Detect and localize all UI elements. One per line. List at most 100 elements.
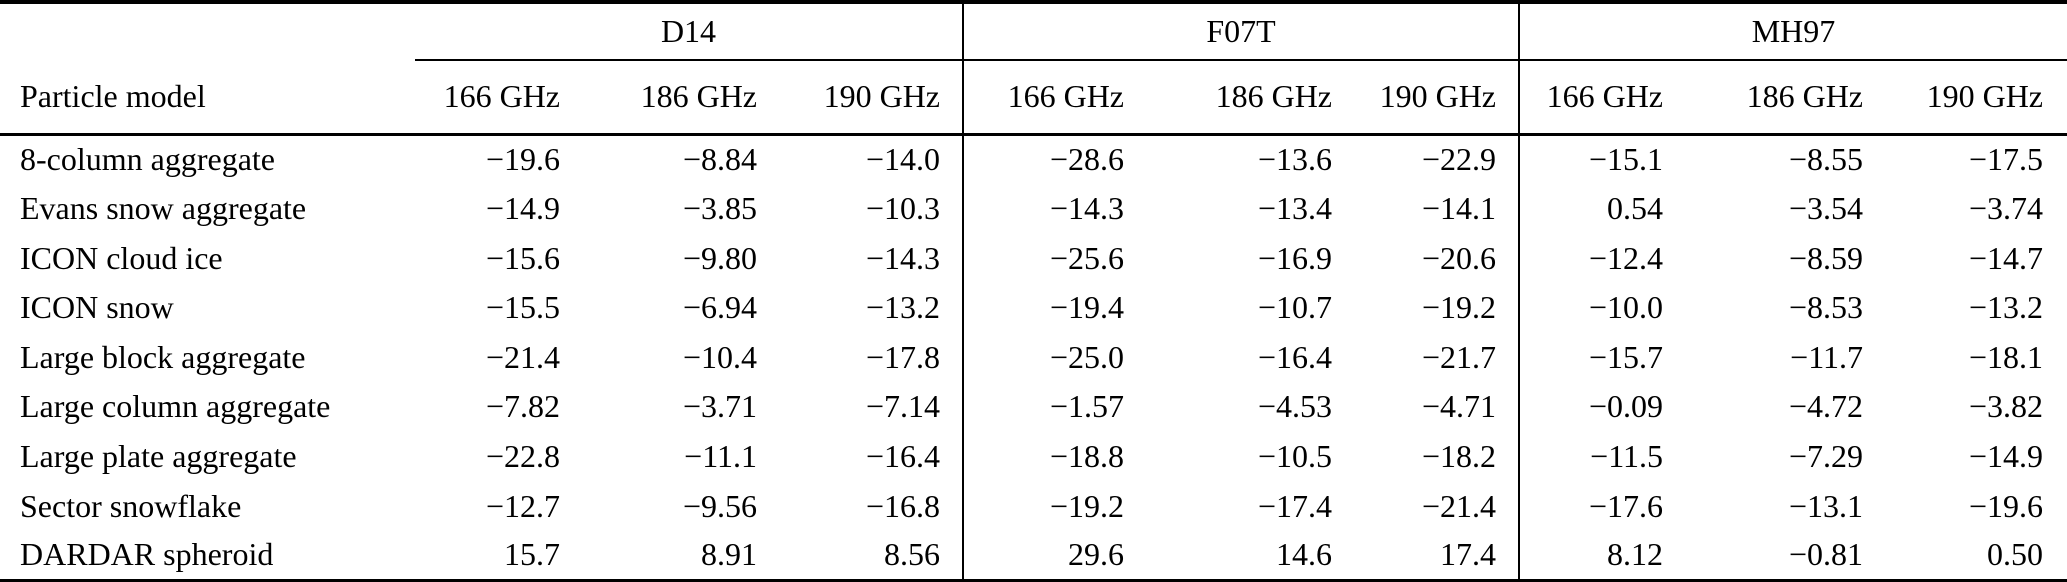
value-cell: 29.6 (962, 530, 1124, 581)
value-cell: −18.2 (1421, 437, 1496, 474)
value-cell: −4.71 (1421, 388, 1496, 425)
particle-model-header: Particle model (0, 60, 415, 136)
value-cell: −17.4 (1257, 487, 1332, 524)
value-cell: −13.6 (1257, 141, 1332, 178)
value-cell: −4.72 (1788, 388, 1863, 425)
model-cell: ICON snow (20, 289, 174, 326)
value-cell: −25.0 (962, 332, 1124, 383)
value-cell: −8.59 (1788, 239, 1863, 276)
value-cell: −12.7 (485, 487, 560, 524)
table-row: Sector snowflake −12.7 −9.56 −16.8 −19.2… (0, 481, 2067, 531)
value-cell: −16.4 (865, 437, 940, 474)
table-row: ICON cloud ice −15.6 −9.80 −14.3 −25.6 −… (0, 233, 2067, 283)
value-cell: −19.2 (1421, 289, 1496, 326)
value-cell: −16.4 (1257, 338, 1332, 375)
value-cell: −3.71 (682, 388, 757, 425)
value-cell: −14.9 (1968, 437, 2043, 474)
value-cell: −19.2 (962, 481, 1124, 531)
table-row: Evans snow aggregate −14.9 −3.85 −10.3 −… (0, 183, 2067, 234)
value-cell: −15.1 (1518, 134, 1663, 184)
value-cell: 14.6 (1276, 536, 1332, 573)
table-row: Large column aggregate −7.82 −3.71 −7.14… (0, 382, 2067, 432)
value-cell: −21.4 (485, 338, 560, 375)
table-row: 8-column aggregate −19.6 −8.84 −14.0 −28… (0, 134, 2067, 184)
value-cell: −3.74 (1968, 189, 2043, 226)
value-cell: −18.1 (1968, 338, 2043, 375)
value-cell: −10.0 (1518, 282, 1663, 333)
value-cell: −13.2 (865, 289, 940, 326)
blank-corner-cell (0, 2, 415, 60)
value-cell: −8.55 (1788, 141, 1863, 178)
model-cell: Large column aggregate (20, 388, 331, 425)
value-cell: −7.82 (485, 388, 560, 425)
model-cell: 8-column aggregate (20, 141, 275, 178)
value-cell: −28.6 (962, 134, 1124, 184)
value-cell: −11.5 (1518, 431, 1663, 482)
table-row: DARDAR spheroid 15.7 8.91 8.56 29.6 14.6… (0, 530, 2067, 581)
freq-header-mh97-166: 166 GHz (1518, 60, 1663, 136)
value-cell: −1.57 (962, 382, 1124, 432)
model-cell: ICON cloud ice (20, 239, 223, 276)
value-cell: −15.7 (1518, 332, 1663, 383)
value-cell: −22.8 (485, 437, 560, 474)
value-cell: −15.5 (485, 289, 560, 326)
value-cell: −10.7 (1257, 289, 1332, 326)
value-cell: −8.84 (682, 141, 757, 178)
value-cell: −3.82 (1968, 388, 2043, 425)
freq-header-f07t-166: 166 GHz (962, 60, 1124, 136)
value-cell: −9.56 (682, 487, 757, 524)
freq-header-mh97-186: 186 GHz (1663, 60, 1863, 136)
freq-header-f07t-186: 186 GHz (1124, 60, 1332, 136)
value-cell: −19.4 (962, 282, 1124, 333)
value-cell: −12.4 (1518, 233, 1663, 283)
value-cell: −14.3 (962, 183, 1124, 234)
value-cell: −11.7 (1790, 338, 1863, 375)
table-row: ICON snow −15.5 −6.94 −13.2 −19.4 −10.7 … (0, 282, 2067, 333)
value-cell: −17.6 (1518, 481, 1663, 531)
value-cell: −13.2 (1968, 289, 2043, 326)
freq-header-d14-186: 186 GHz (560, 60, 757, 136)
value-cell: −13.4 (1257, 189, 1332, 226)
value-cell: −17.5 (1968, 141, 2043, 178)
value-cell: −16.8 (865, 487, 940, 524)
value-cell: 8.12 (1518, 530, 1663, 581)
value-cell: −20.6 (1421, 239, 1496, 276)
group-header-f07t: F07T (962, 2, 1519, 61)
value-cell: −21.7 (1421, 338, 1496, 375)
value-cell: −3.85 (682, 189, 757, 226)
value-cell: −3.54 (1788, 189, 1863, 226)
value-cell: −0.09 (1518, 382, 1663, 432)
table-row: Large block aggregate −21.4 −10.4 −17.8 … (0, 332, 2067, 383)
freq-header-mh97-190: 190 GHz (1863, 60, 2067, 136)
group-header-mh97: MH97 (1518, 2, 2067, 61)
model-cell: Evans snow aggregate (20, 189, 307, 226)
value-cell: −7.14 (865, 388, 940, 425)
value-cell: −4.53 (1257, 388, 1332, 425)
value-cell: −15.6 (485, 239, 560, 276)
value-cell: −25.6 (962, 233, 1124, 283)
value-cell: −10.3 (865, 189, 940, 226)
value-cell: −10.5 (1257, 437, 1332, 474)
value-cell: −10.4 (682, 338, 757, 375)
value-cell: 17.4 (1440, 536, 1496, 573)
value-cell: 0.54 (1518, 183, 1663, 234)
value-cell: −11.1 (684, 437, 757, 474)
value-cell: 15.7 (504, 536, 560, 573)
model-cell: Large block aggregate (20, 338, 306, 375)
model-cell: DARDAR spheroid (20, 536, 274, 573)
value-cell: −22.9 (1421, 141, 1496, 178)
group-header-d14: D14 (415, 2, 963, 61)
value-cell: 8.91 (701, 536, 757, 573)
frequency-header-row: Particle model 166 GHz 186 GHz 190 GHz 1… (0, 60, 2067, 136)
freq-header-d14-166: 166 GHz (415, 60, 560, 136)
value-cell: −14.1 (1421, 189, 1496, 226)
value-cell: −13.1 (1788, 487, 1863, 524)
value-cell: 8.56 (884, 536, 940, 573)
value-cell: −14.7 (1968, 239, 2043, 276)
group-header-row: D14 F07T MH97 (0, 2, 2067, 61)
value-cell: −14.0 (865, 141, 940, 178)
model-cell: Sector snowflake (20, 487, 242, 524)
value-cell: −18.8 (962, 431, 1124, 482)
value-cell: −19.6 (1968, 487, 2043, 524)
